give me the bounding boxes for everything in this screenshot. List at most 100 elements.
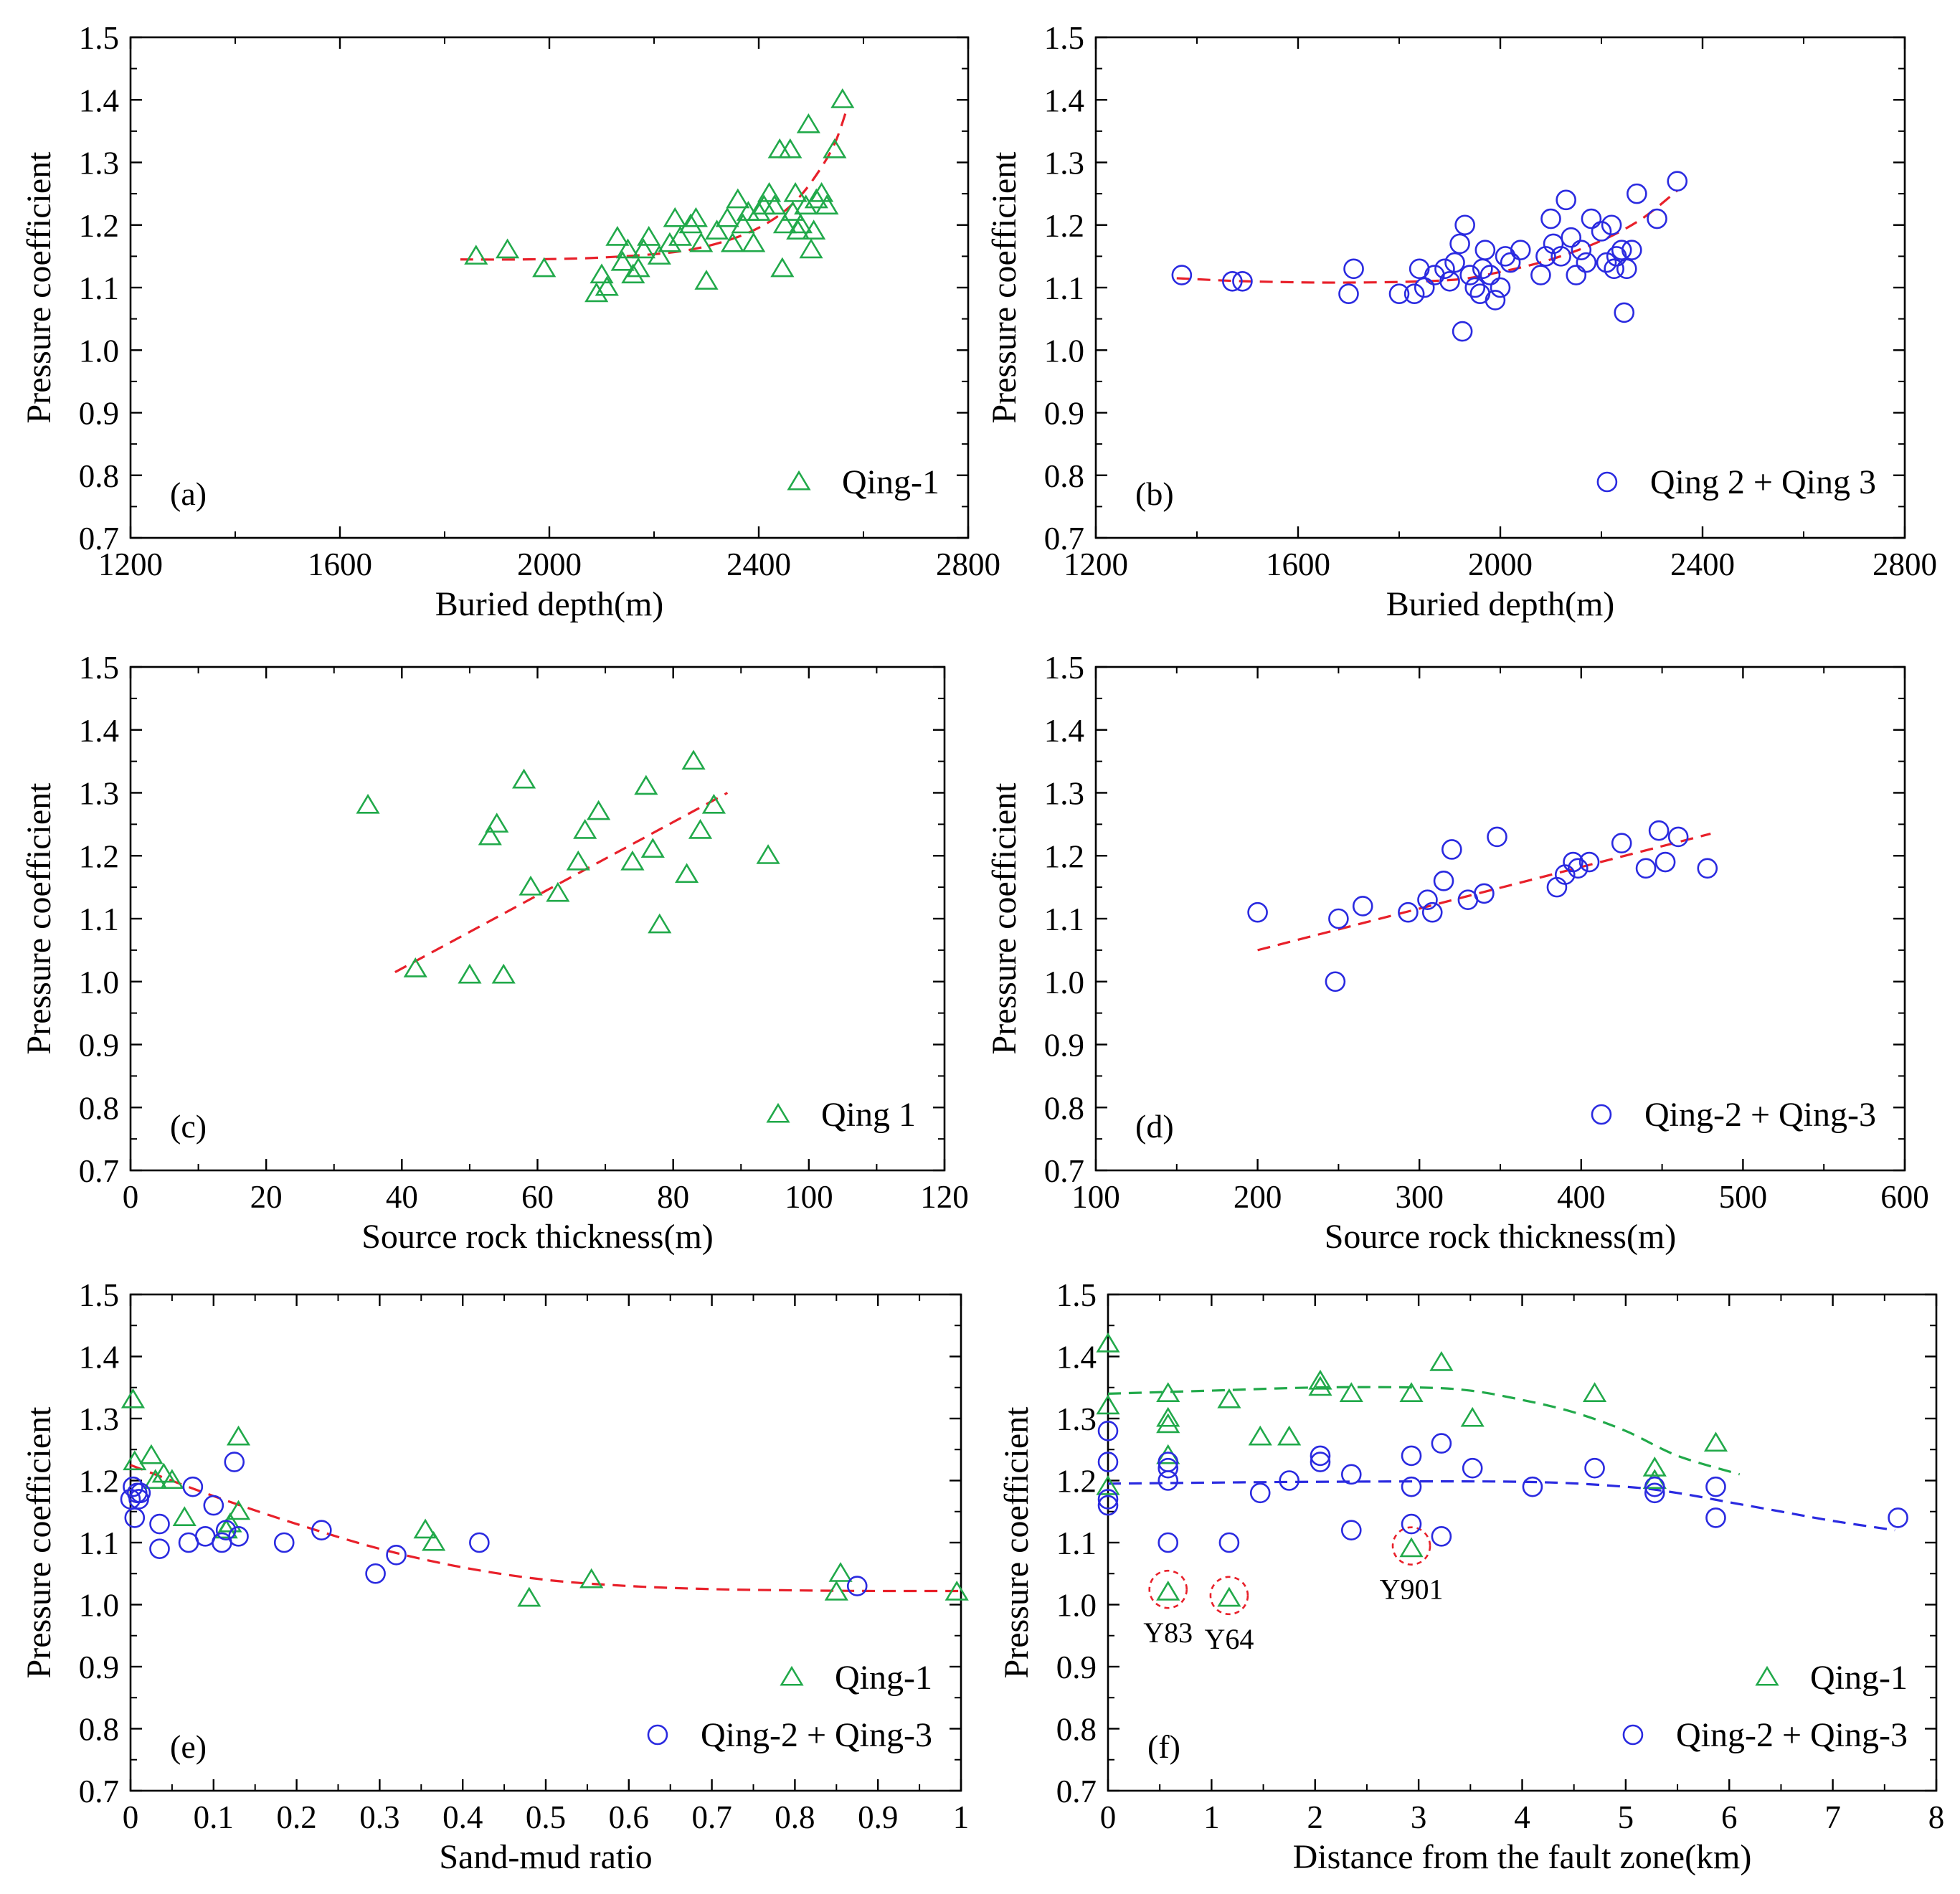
data-point — [587, 800, 611, 820]
y-tick-label: 1.5 — [1044, 650, 1084, 686]
data-point — [1563, 851, 1583, 873]
data-point — [595, 275, 619, 296]
data-point — [647, 245, 671, 265]
data-point — [762, 194, 787, 215]
y-tick-label: 1.4 — [79, 713, 119, 749]
data-point — [1401, 1476, 1422, 1497]
data-point — [1703, 1431, 1728, 1452]
data-point — [1157, 1470, 1179, 1491]
data-point — [668, 226, 693, 246]
y-tick-label: 0.9 — [79, 1028, 119, 1064]
data-point — [772, 213, 797, 234]
y-tick-label: 0.9 — [1044, 396, 1084, 432]
data-point — [1705, 1507, 1726, 1528]
data-point — [1401, 1445, 1422, 1467]
data-point — [823, 138, 847, 158]
data-point — [1567, 858, 1589, 879]
data-point — [226, 1425, 251, 1446]
data-point — [1434, 258, 1455, 280]
data-point — [1535, 246, 1556, 267]
data-point — [794, 194, 818, 215]
data-point — [1485, 290, 1506, 311]
data-point — [496, 238, 520, 259]
legend-label: Qing-2 + Qing-3 — [1644, 1096, 1876, 1134]
y-tick-label: 0.8 — [79, 1712, 119, 1748]
y-tick-label: 1.4 — [79, 82, 119, 118]
trend-line — [1257, 832, 1711, 952]
data-point — [1248, 1425, 1272, 1446]
data-point — [226, 1500, 251, 1520]
legend-marker — [1596, 471, 1618, 493]
legend-label: Qing-2 + Qing-3 — [701, 1716, 932, 1754]
data-point — [621, 263, 645, 284]
legend-marker — [1591, 1104, 1612, 1125]
data-point — [1543, 233, 1564, 255]
data-point — [1156, 1581, 1180, 1601]
data-point — [678, 213, 703, 234]
x-tick-label: 200 — [1234, 1179, 1282, 1215]
y-tick-label: 1.2 — [1056, 1464, 1097, 1500]
x-tick-label: 4 — [1514, 1799, 1530, 1835]
data-point — [1441, 839, 1462, 860]
data-point — [151, 1462, 176, 1483]
x-tick-label: 500 — [1719, 1179, 1768, 1215]
data-point — [1308, 1369, 1332, 1390]
y-tick-label: 1.3 — [79, 776, 119, 812]
data-point — [720, 232, 745, 252]
data-point — [1156, 1444, 1180, 1464]
highlight-ring — [1209, 1576, 1249, 1616]
panel-label: (c) — [170, 1108, 207, 1145]
data-point — [1308, 1375, 1332, 1396]
data-point — [1462, 1457, 1483, 1479]
data-point — [458, 963, 482, 984]
y-axis-title: Pressure coefficient — [985, 151, 1023, 424]
data-point — [1667, 171, 1688, 191]
panel-f: 0.7 0.8 0.9 1.0 1.1 1.2 1.3 1.4 1.5 0 1 2 3 4 5 6 7 8 Dist… — [998, 1277, 1944, 1876]
y-tick-label: 1.0 — [1044, 333, 1084, 369]
legend-marker — [780, 1665, 804, 1686]
data-point — [579, 1568, 604, 1588]
y-tick-label: 1.3 — [1044, 146, 1084, 181]
data-point — [1654, 851, 1676, 873]
y-tick-label: 1.1 — [1044, 901, 1084, 937]
data-point — [1277, 1425, 1302, 1446]
x-axis-title: Sand-mud ratio — [439, 1838, 652, 1876]
y-tick-label: 0.7 — [1044, 521, 1084, 557]
annotation-label: Y901 — [1380, 1573, 1444, 1606]
y-tick-label: 1.1 — [79, 1525, 119, 1561]
data-point — [802, 219, 826, 240]
x-tick-label: 7 — [1824, 1799, 1841, 1835]
x-tick-label: 40 — [386, 1179, 418, 1215]
data-point — [1325, 971, 1346, 993]
y-tick-label: 0.7 — [1056, 1774, 1097, 1809]
data-point — [128, 1489, 149, 1510]
data-point — [1459, 265, 1480, 285]
y-tick-label: 1.3 — [79, 146, 119, 181]
data-point — [590, 263, 614, 284]
data-point — [1474, 883, 1495, 904]
data-point — [637, 226, 661, 246]
data-point — [365, 1563, 386, 1584]
data-point — [1454, 214, 1475, 236]
trend-line — [460, 105, 849, 261]
data-point — [1667, 826, 1689, 848]
data-point — [224, 1452, 245, 1472]
data-point — [1571, 240, 1592, 260]
data-point — [1249, 1482, 1271, 1504]
y-tick-label: 1.5 — [1044, 20, 1084, 56]
data-point — [731, 213, 755, 234]
y-tick-label: 0.8 — [79, 1090, 119, 1126]
data-point — [1474, 240, 1496, 260]
x-tick-label: 120 — [920, 1179, 969, 1215]
data-point — [1604, 258, 1624, 280]
data-point — [1218, 1532, 1240, 1553]
data-point — [215, 1520, 237, 1540]
trend-line — [1107, 1386, 1741, 1476]
data-point — [726, 188, 750, 209]
x-tick-label: 1200 — [1064, 546, 1128, 582]
data-point — [610, 250, 635, 271]
x-axis-title: Distance from the fault zone(km) — [1293, 1838, 1752, 1876]
data-point — [757, 181, 782, 202]
y-tick-label: 1.4 — [1056, 1340, 1097, 1375]
data-point — [139, 1444, 164, 1464]
